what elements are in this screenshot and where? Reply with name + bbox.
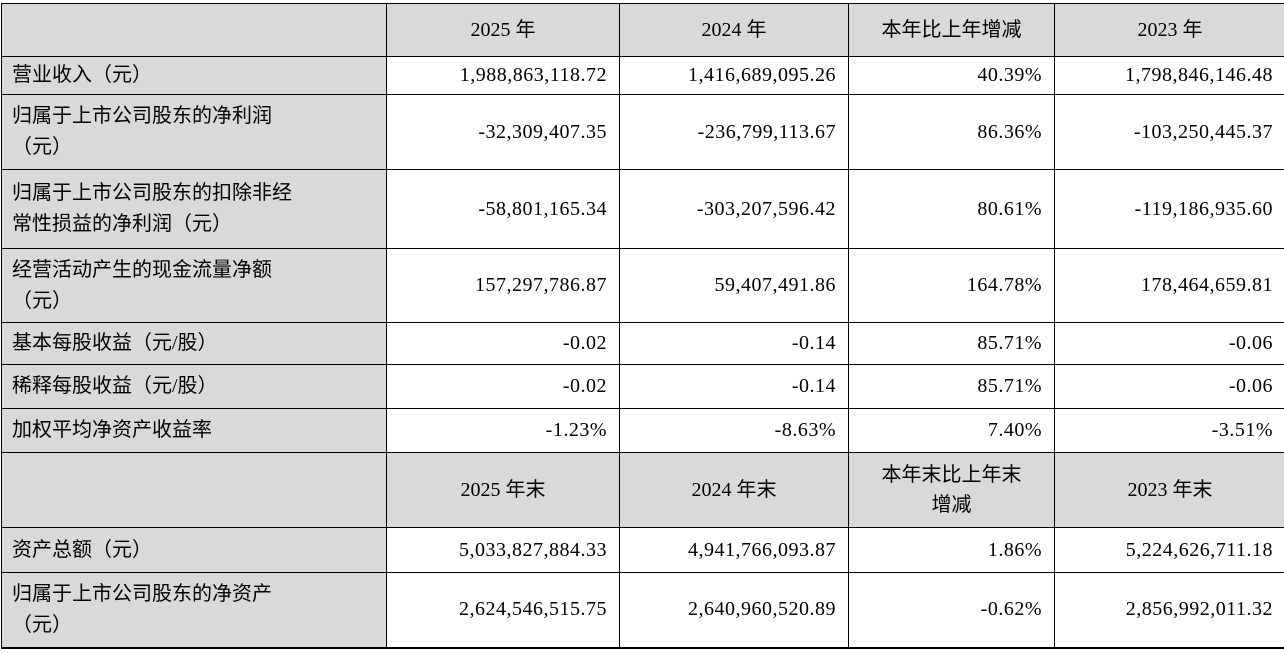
value-2024: 2,640,960,520.89 bbox=[620, 573, 849, 648]
value-2024: 4,941,766,093.87 bbox=[620, 528, 849, 573]
value-2023: 1,798,846,146.48 bbox=[1055, 57, 1284, 95]
value-2025: -0.02 bbox=[387, 365, 620, 409]
table-header-eoy: 2025 年末 2024 年末 本年末比上年末 增减 2023 年末 bbox=[2, 453, 1284, 528]
table-row: 经营活动产生的现金流量净额 （元） 157,297,786.87 59,407,… bbox=[2, 249, 1284, 323]
header-empty-cell bbox=[2, 453, 387, 528]
value-2023: -0.06 bbox=[1055, 365, 1284, 409]
metric-label: 资产总额（元） bbox=[2, 528, 387, 573]
col-header-2025-eoy: 2025 年末 bbox=[387, 453, 620, 528]
value-change: -0.62% bbox=[849, 573, 1055, 648]
value-change: 86.36% bbox=[849, 95, 1055, 170]
value-2024: -303,207,596.42 bbox=[620, 170, 849, 249]
value-2024: -236,799,113.67 bbox=[620, 95, 849, 170]
value-2024: -0.14 bbox=[620, 323, 849, 365]
value-2025: -0.02 bbox=[387, 323, 620, 365]
metric-label: 加权平均净资产收益率 bbox=[2, 409, 387, 453]
metric-label: 归属于上市公司股东的净利润 （元） bbox=[2, 95, 387, 170]
value-2023: 178,464,659.81 bbox=[1055, 249, 1284, 323]
table-row: 资产总额（元） 5,033,827,884.33 4,941,766,093.8… bbox=[2, 528, 1284, 573]
value-2024: 59,407,491.86 bbox=[620, 249, 849, 323]
metric-label: 经营活动产生的现金流量净额 （元） bbox=[2, 249, 387, 323]
col-header-change: 本年比上年增减 bbox=[849, 4, 1055, 57]
table-row: 基本每股收益（元/股） -0.02 -0.14 85.71% -0.06 bbox=[2, 323, 1284, 365]
value-2025: 2,624,546,515.75 bbox=[387, 573, 620, 648]
value-2024: -0.14 bbox=[620, 365, 849, 409]
financial-summary-table: 2025 年 2024 年 本年比上年增减 2023 年 营业收入（元） 1,9… bbox=[1, 3, 1284, 649]
col-header-change-eoy: 本年末比上年末 增减 bbox=[849, 453, 1055, 528]
table-row: 归属于上市公司股东的扣除非经 常性损益的净利润（元） -58,801,165.3… bbox=[2, 170, 1284, 249]
col-header-2024: 2024 年 bbox=[620, 4, 849, 57]
metric-label: 营业收入（元） bbox=[2, 57, 387, 95]
table-row: 营业收入（元） 1,988,863,118.72 1,416,689,095.2… bbox=[2, 57, 1284, 95]
value-2023: 5,224,626,711.18 bbox=[1055, 528, 1284, 573]
value-2023: 2,856,992,011.32 bbox=[1055, 573, 1284, 648]
table-header-annual: 2025 年 2024 年 本年比上年增减 2023 年 bbox=[2, 4, 1284, 57]
metric-label: 基本每股收益（元/股） bbox=[2, 323, 387, 365]
value-change: 80.61% bbox=[849, 170, 1055, 249]
value-2025: -1.23% bbox=[387, 409, 620, 453]
metric-label: 归属于上市公司股东的扣除非经 常性损益的净利润（元） bbox=[2, 170, 387, 249]
value-2025: -58,801,165.34 bbox=[387, 170, 620, 249]
col-header-2024-eoy: 2024 年末 bbox=[620, 453, 849, 528]
value-change: 85.71% bbox=[849, 365, 1055, 409]
value-2023: -103,250,445.37 bbox=[1055, 95, 1284, 170]
value-change: 40.39% bbox=[849, 57, 1055, 95]
value-2023: -0.06 bbox=[1055, 323, 1284, 365]
table-row: 加权平均净资产收益率 -1.23% -8.63% 7.40% -3.51% bbox=[2, 409, 1284, 453]
value-2025: -32,309,407.35 bbox=[387, 95, 620, 170]
col-header-2025: 2025 年 bbox=[387, 4, 620, 57]
value-2024: -8.63% bbox=[620, 409, 849, 453]
value-2025: 157,297,786.87 bbox=[387, 249, 620, 323]
col-header-2023-eoy: 2023 年末 bbox=[1055, 453, 1284, 528]
value-2023: -3.51% bbox=[1055, 409, 1284, 453]
value-change: 7.40% bbox=[849, 409, 1055, 453]
value-change: 164.78% bbox=[849, 249, 1055, 323]
value-2025: 1,988,863,118.72 bbox=[387, 57, 620, 95]
value-2024: 1,416,689,095.26 bbox=[620, 57, 849, 95]
metric-label: 归属于上市公司股东的净资产 （元） bbox=[2, 573, 387, 648]
value-change: 85.71% bbox=[849, 323, 1055, 365]
table-row: 稀释每股收益（元/股） -0.02 -0.14 85.71% -0.06 bbox=[2, 365, 1284, 409]
value-2025: 5,033,827,884.33 bbox=[387, 528, 620, 573]
header-empty-cell bbox=[2, 4, 387, 57]
value-2023: -119,186,935.60 bbox=[1055, 170, 1284, 249]
metric-label: 稀释每股收益（元/股） bbox=[2, 365, 387, 409]
value-change: 1.86% bbox=[849, 528, 1055, 573]
table-row: 归属于上市公司股东的净利润 （元） -32,309,407.35 -236,79… bbox=[2, 95, 1284, 170]
table-row: 归属于上市公司股东的净资产 （元） 2,624,546,515.75 2,640… bbox=[2, 573, 1284, 648]
col-header-2023: 2023 年 bbox=[1055, 4, 1284, 57]
